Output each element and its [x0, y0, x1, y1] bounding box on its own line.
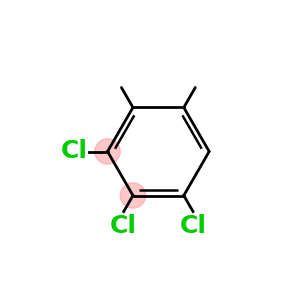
Circle shape: [120, 183, 146, 208]
Text: Cl: Cl: [61, 140, 88, 164]
Circle shape: [95, 139, 120, 164]
Text: Cl: Cl: [110, 214, 137, 238]
Text: Cl: Cl: [179, 214, 206, 238]
